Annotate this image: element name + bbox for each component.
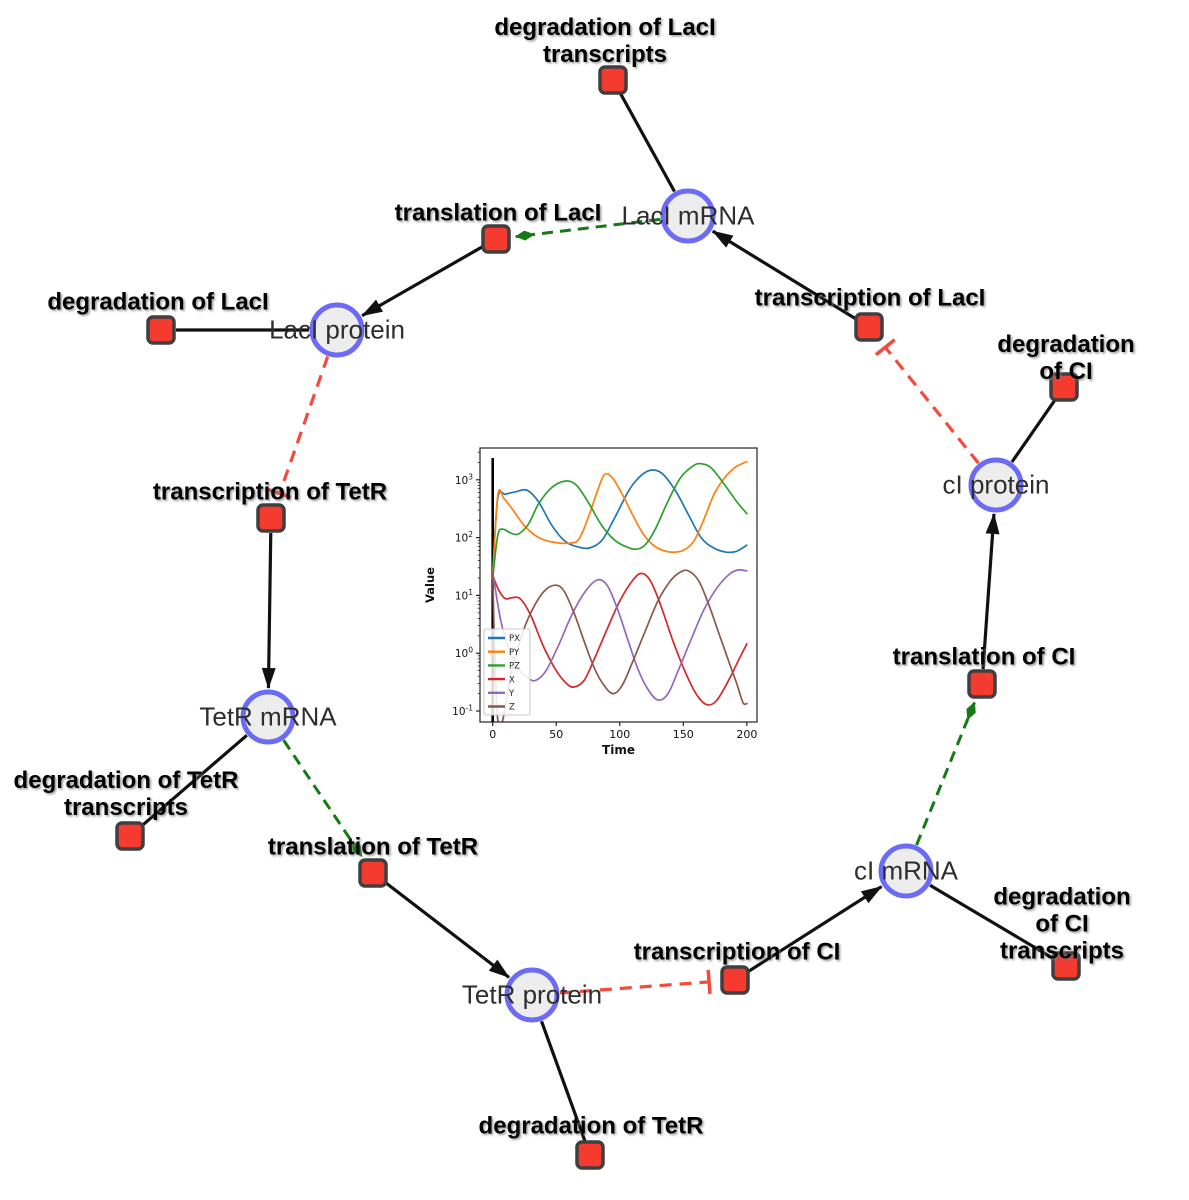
edge-modifier-tetr-mrna-transl-tetr: [282, 739, 364, 858]
edge-product-transl-ci-ci-protein: [981, 512, 1000, 670]
reaction-node-transl-ci[interactable]: [967, 669, 997, 699]
edge-product-transl-tetr-tetr-protein: [383, 880, 510, 979]
chart-x-axis-label: Time: [602, 743, 635, 757]
chart-y-tick-label: 101: [455, 588, 473, 603]
reaction-node-transl-laci[interactable]: [481, 224, 511, 254]
edge-product-tx-laci-laci-mrna: [711, 229, 858, 321]
chart-series-PX: [491, 469, 748, 574]
species-node-ci-protein[interactable]: [968, 457, 1024, 513]
species-node-ci-mrna[interactable]: [878, 843, 934, 899]
legend-label-Z: Z: [509, 703, 515, 713]
timecourse-chart-svg: 0 50 100 150 20010-1100101102103TimeValuePXP…: [420, 436, 772, 760]
species-node-tetr-protein[interactable]: [504, 967, 560, 1023]
edge-product-tx-tetr-tetr-mrna: [261, 532, 276, 690]
edge-reactant-tetr-protein-deg-tetr: [540, 1020, 587, 1142]
reaction-node-deg-tetr-tx[interactable]: [115, 821, 145, 851]
chart-legend: PX PY PZ XYZ: [483, 628, 531, 716]
chart-y-tick-label: 102: [455, 530, 473, 545]
chart-series-group: [491, 460, 748, 722]
reaction-node-deg-laci-tx[interactable]: [598, 65, 628, 95]
chart-series-X: [491, 572, 748, 706]
chart-y-axis-label: Value: [423, 567, 437, 603]
chart-x-tick-label: 50: [549, 728, 563, 741]
reaction-node-transl-tetr[interactable]: [358, 858, 388, 888]
edge-modifier-laci-mrna-transl-laci: [514, 217, 661, 241]
reaction-node-deg-tetr[interactable]: [575, 1140, 605, 1170]
edge-reactant-ci-protein-deg-ci: [1010, 398, 1057, 463]
edge-product-tx-ci-ci-mrna: [746, 885, 883, 974]
chart-x-tick-label: 0: [489, 728, 496, 741]
reaction-node-tx-ci[interactable]: [720, 965, 750, 995]
reaction-node-tx-tetr[interactable]: [256, 503, 286, 533]
chart-series-PZ: [491, 462, 748, 579]
species-node-laci-protein[interactable]: [309, 302, 365, 358]
legend-label-PY: PY: [509, 648, 520, 658]
reaction-node-deg-laci[interactable]: [146, 315, 176, 345]
chart-x-tick-label: 200: [736, 728, 757, 741]
edge-inhibition-ci-protein-tx-laci: [874, 338, 980, 465]
chart-y-tick-label: 100: [455, 646, 473, 661]
reaction-node-deg-ci-tx[interactable]: [1051, 951, 1081, 981]
species-node-tetr-mrna[interactable]: [240, 689, 296, 745]
edge-reactant-laci-mrna-deg-laci-tx: [618, 92, 676, 193]
legend-label-PX: PX: [509, 634, 520, 644]
edge-product-transl-laci-laci-protein: [361, 245, 484, 317]
edge-reactant-tetr-mrna-deg-tetr-tx: [140, 734, 248, 828]
edge-reactant-ci-mrna-deg-ci-tx: [929, 883, 1054, 960]
chart-y-tick-label: 103: [455, 472, 473, 487]
timecourse-chart: 0 50 100 150 200 10-1 100 101 102 103 Time Value PX P…: [420, 436, 772, 760]
legend-label-X: X: [509, 675, 515, 685]
reaction-node-deg-ci[interactable]: [1049, 372, 1079, 402]
legend-label-PZ: PZ: [509, 662, 520, 672]
species-node-laci-mrna[interactable]: [660, 188, 716, 244]
reaction-node-tx-laci[interactable]: [854, 312, 884, 342]
chart-y-tick-label: 10-1: [452, 704, 473, 719]
chart-frame: [479, 447, 758, 723]
edge-inhibition-tetr-protein-tx-ci: [559, 969, 712, 995]
edge-inhibition-laci-protein-tx-tetr: [267, 355, 330, 500]
chart-x-tick-label: 150: [673, 728, 694, 741]
legend-label-Y: Y: [508, 689, 515, 699]
chart-x-tick-label: 100: [609, 728, 630, 741]
chart-legend-box: [483, 628, 531, 716]
edge-modifier-ci-mrna-transl-ci: [915, 701, 976, 846]
